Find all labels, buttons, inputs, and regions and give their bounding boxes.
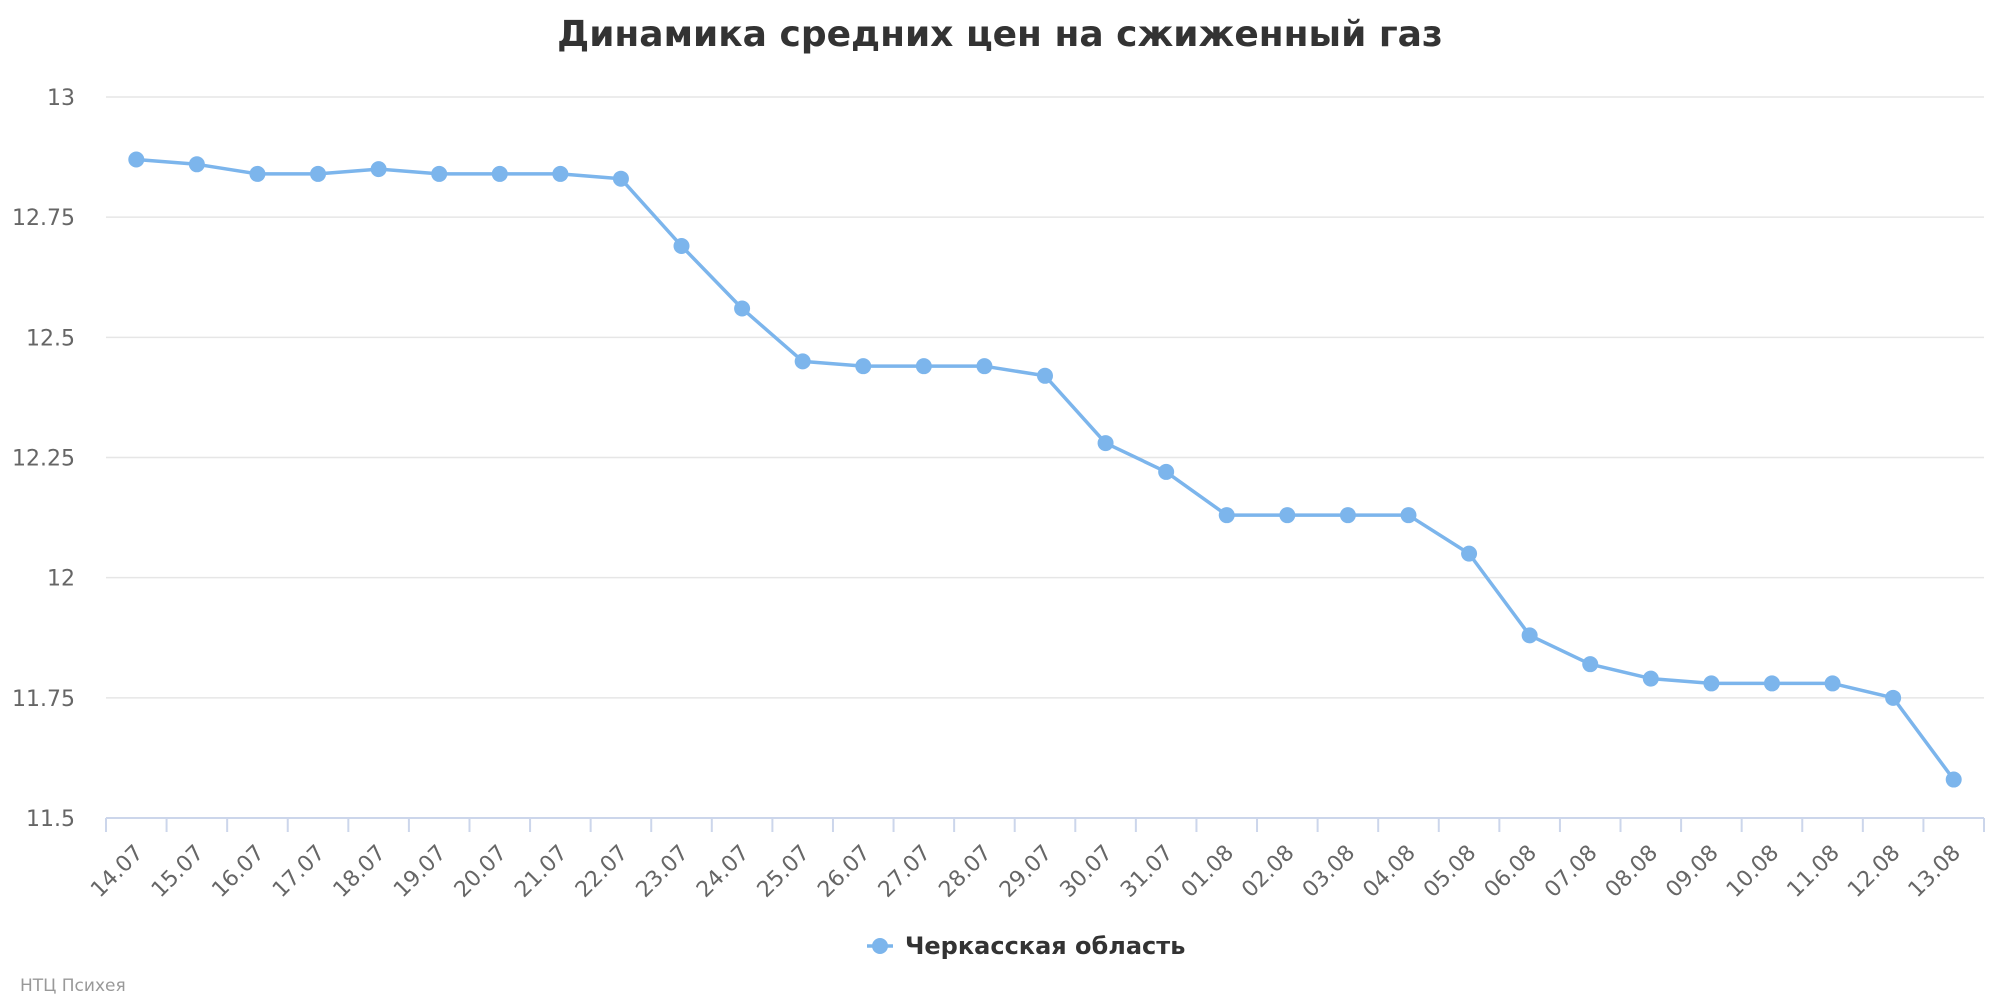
x-tick-label: 19.07 [389, 841, 451, 903]
data-point[interactable] [1037, 367, 1053, 384]
data-point[interactable] [1339, 507, 1356, 524]
x-tick-label: 11.08 [1783, 841, 1845, 903]
legend-label: Черкасская область [905, 932, 1185, 960]
data-point[interactable] [552, 165, 569, 182]
x-tick-label: 04.08 [1359, 841, 1421, 903]
data-point[interactable] [1885, 689, 1902, 706]
data-point[interactable] [976, 358, 993, 375]
data-point[interactable] [1097, 435, 1114, 452]
x-tick-label: 06.08 [1480, 841, 1542, 903]
data-point[interactable] [1400, 507, 1417, 524]
data-point[interactable] [673, 238, 690, 255]
x-tick-label: 17.07 [268, 841, 330, 903]
data-point[interactable] [188, 156, 205, 173]
x-tick-label: 03.08 [1298, 841, 1360, 903]
x-tick-label: 12.08 [1843, 841, 1905, 903]
x-tick-label: 30.07 [1056, 841, 1118, 903]
x-axis [105, 817, 1985, 832]
data-point[interactable] [370, 161, 387, 178]
data-point[interactable] [1642, 670, 1659, 687]
y-tick-label: 11.75 [12, 687, 75, 712]
data-point[interactable] [1824, 675, 1841, 692]
series-line [134, 157, 1956, 782]
x-tick-label: 31.07 [1116, 841, 1178, 903]
x-tick-label: 28.07 [934, 841, 996, 903]
series-area [128, 151, 1962, 788]
x-tick-label: 22.07 [571, 841, 633, 903]
data-point[interactable] [1158, 463, 1175, 480]
x-tick-label: 26.07 [813, 841, 875, 903]
data-point[interactable] [310, 165, 327, 182]
x-tick-label: 25.07 [753, 841, 815, 903]
x-tick-label: 29.07 [995, 841, 1057, 903]
credits-text[interactable]: НТЦ Психея [20, 976, 126, 996]
y-tick-label: 12.75 [12, 206, 75, 231]
y-tick-label: 11.5 [26, 807, 75, 832]
legend[interactable]: Черкасская область [867, 932, 1185, 960]
x-tick-label: 07.08 [1540, 841, 1602, 903]
x-tick-label: 21.07 [510, 841, 572, 903]
x-tick-label: 18.07 [329, 841, 391, 903]
data-point[interactable] [491, 165, 508, 182]
data-point[interactable] [1945, 771, 1962, 788]
data-point[interactable] [1461, 545, 1478, 562]
data-point[interactable] [128, 151, 145, 168]
x-tick-label: 13.08 [1904, 841, 1966, 903]
data-point[interactable] [1279, 507, 1296, 524]
y-axis-labels: 11.5 11.75 12 12.25 12.5 12.75 13 [12, 86, 75, 832]
x-tick-label: 15.07 [147, 841, 209, 903]
chart-title: Динамика средних цен на сжиженный газ [557, 14, 1443, 55]
x-tick-label: 09.08 [1661, 841, 1723, 903]
legend-marker-icon [872, 938, 888, 954]
data-point[interactable] [734, 300, 751, 317]
x-tick-label: 01.08 [1177, 841, 1239, 903]
gridlines [106, 96, 1984, 699]
x-tick-label: 27.07 [874, 841, 936, 903]
data-point[interactable] [1582, 656, 1599, 673]
data-point[interactable] [612, 170, 629, 187]
x-tick-label: 14.07 [86, 841, 148, 903]
y-tick-label: 13 [47, 86, 75, 111]
x-tick-label: 16.07 [207, 841, 269, 903]
data-point[interactable] [855, 358, 872, 375]
x-tick-label: 05.08 [1419, 841, 1481, 903]
x-axis-labels: 14.0715.0716.0717.0718.0719.0720.0721.07… [86, 841, 1966, 903]
y-tick-label: 12.5 [26, 326, 75, 351]
x-tick-label: 10.08 [1722, 841, 1784, 903]
data-point[interactable] [1763, 675, 1780, 692]
data-point[interactable] [915, 358, 932, 375]
x-tick-label: 20.07 [450, 841, 512, 903]
x-tick-label: 02.08 [1237, 841, 1299, 903]
x-tick-label: 24.07 [692, 841, 754, 903]
x-tick-label: 23.07 [632, 841, 694, 903]
x-tick-label: 08.08 [1601, 841, 1663, 903]
data-point[interactable] [249, 165, 266, 182]
y-tick-label: 12 [47, 567, 75, 592]
data-point[interactable] [1521, 627, 1538, 644]
data-point[interactable] [1218, 507, 1235, 524]
data-point[interactable] [794, 353, 811, 370]
data-point[interactable] [1703, 675, 1720, 692]
data-point[interactable] [431, 165, 448, 182]
y-tick-label: 12.25 [12, 447, 75, 472]
